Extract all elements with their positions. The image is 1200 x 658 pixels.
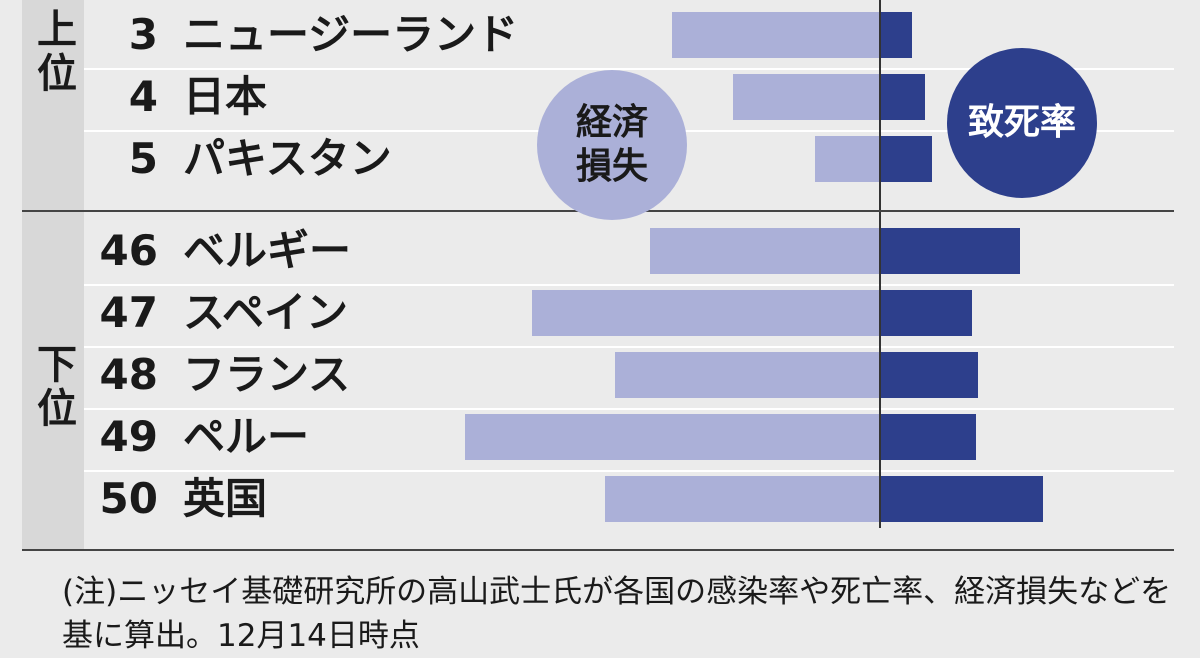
legend-fatality-rate: 致死率 <box>947 48 1097 198</box>
economic-loss-bar <box>465 414 880 460</box>
rank-label: 50 <box>99 474 158 523</box>
chart: 上位下位 3 ニュージーランド 4 日本 5 パキスタン 46 ベルギー 47 スペイン 48 フラン… <box>22 0 1174 654</box>
fatality-rate-bar <box>880 74 925 120</box>
fatality-rate-bar <box>880 476 1043 522</box>
rank-label: 3 <box>128 10 158 59</box>
row-divider <box>84 408 1174 410</box>
economic-loss-bar <box>605 476 880 522</box>
fatality-rate-bar <box>880 228 1020 274</box>
country-label: 日本 <box>183 72 268 121</box>
fatality-rate-bar <box>880 12 912 58</box>
legend-fatality-rate-label: 致死率 <box>967 102 1076 143</box>
rank-label: 48 <box>99 350 158 399</box>
country-label: スペイン <box>183 288 349 337</box>
country-label: ペルー <box>183 412 310 461</box>
economic-loss-bar <box>615 352 880 398</box>
row-divider <box>84 284 1174 286</box>
row-divider <box>84 470 1174 472</box>
economic-loss-bar <box>815 136 880 182</box>
rank-label: 4 <box>128 72 158 121</box>
country-label: パキスタン <box>183 134 392 183</box>
legend-economic-loss-label: 経済損失 <box>575 102 648 187</box>
row-divider <box>84 346 1174 348</box>
fatality-rate-bar <box>880 290 972 336</box>
group-label: 上位 <box>30 8 76 96</box>
economic-loss-bar <box>733 74 880 120</box>
zero-axis <box>879 0 881 528</box>
country-label: 英国 <box>183 474 268 523</box>
rank-label: 49 <box>99 412 158 461</box>
fatality-rate-bar <box>880 136 932 182</box>
bottom-separator <box>22 549 1174 551</box>
chart-note: (注)ニッセイ基礎研究所の高山武士氏が各国の感染率や死亡率、経済損失などを基に算… <box>62 574 1172 654</box>
rank-label: 46 <box>99 226 158 275</box>
economic-loss-bar <box>532 290 880 336</box>
economic-loss-bar <box>672 12 880 58</box>
fatality-rate-bar <box>880 414 976 460</box>
row-divider <box>84 68 1174 70</box>
economic-loss-bar <box>650 228 880 274</box>
rank-label: 47 <box>99 288 158 337</box>
legend-economic-loss: 経済損失 <box>537 70 687 220</box>
fatality-rate-bar <box>880 352 978 398</box>
rank-label: 5 <box>128 134 158 183</box>
group-box: 上位 <box>22 0 84 210</box>
group-label: 下位 <box>30 343 76 431</box>
group-box: 下位 <box>22 212 84 549</box>
country-label: ベルギー <box>183 226 352 275</box>
country-label: フランス <box>183 350 351 399</box>
country-label: ニュージーランド <box>183 10 519 59</box>
